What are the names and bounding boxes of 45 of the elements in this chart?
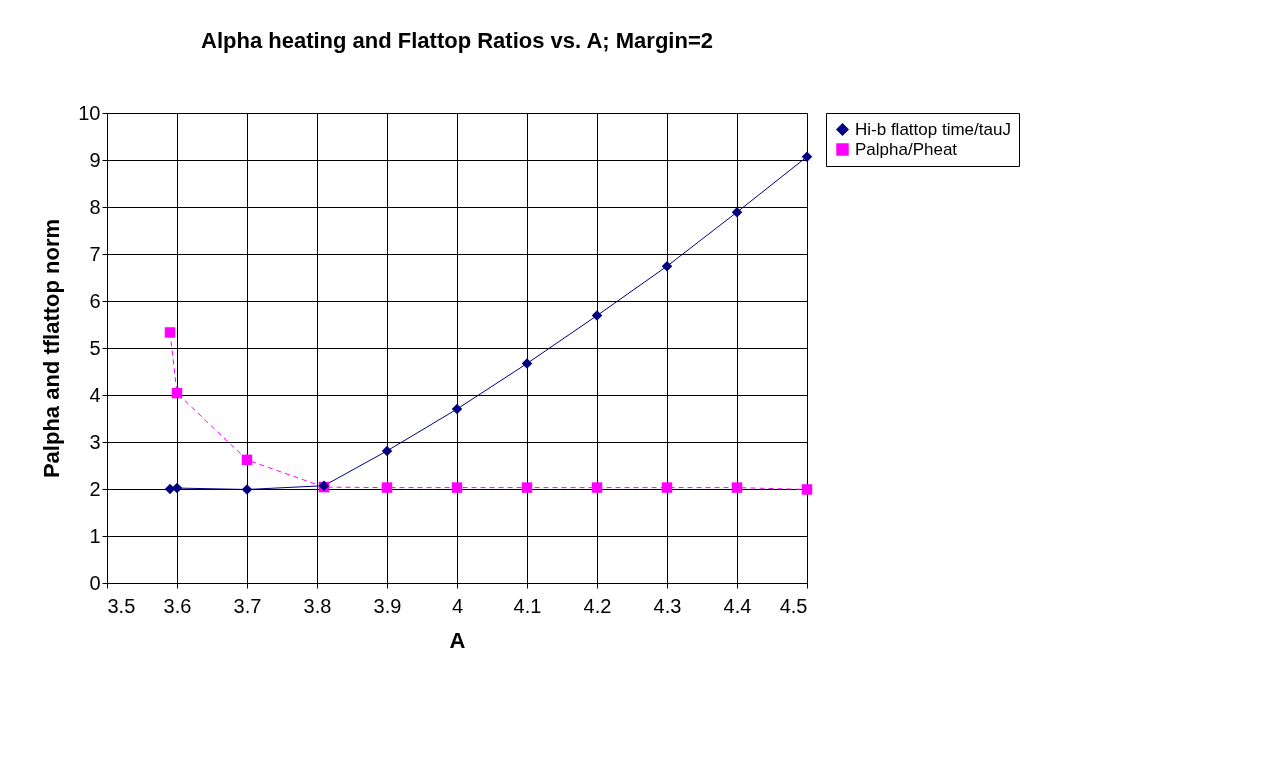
point — [381, 482, 393, 493]
x-tick-label: 4 — [451, 594, 464, 617]
point — [451, 482, 463, 493]
y-axis-title: Palpha and tflattop norm — [39, 218, 65, 479]
point — [801, 151, 813, 162]
y-tick-label: 8 — [89, 195, 101, 218]
x-tick-label: 4.3 — [653, 594, 682, 617]
y-tick-label: 7 — [89, 242, 101, 265]
point — [591, 310, 603, 321]
x-axis-title: A — [449, 627, 466, 653]
point — [164, 327, 176, 338]
x-tick-label: 4.2 — [583, 594, 612, 617]
chart-title: Alpha heating and Flattop Ratios vs. A; Margin=2 — [201, 28, 713, 53]
legend-label: Palpha/Pheat — [855, 139, 958, 159]
point — [521, 358, 533, 369]
x-tick-label: 3.6 — [163, 594, 192, 617]
x-tick-label: 3.5 — [107, 594, 136, 617]
x-tick-label: 4.1 — [513, 594, 542, 617]
y-tick-label: 2 — [89, 477, 101, 500]
point — [591, 482, 603, 493]
point — [731, 482, 743, 493]
y-tick-label: 9 — [89, 148, 101, 171]
point — [241, 454, 253, 466]
y-tick-label: 5 — [89, 336, 101, 359]
y-tick-label: 1 — [89, 524, 101, 547]
x-tick-label: 3.8 — [303, 594, 332, 617]
point — [241, 484, 253, 495]
point — [521, 482, 533, 493]
point — [661, 482, 673, 493]
y-tick-label: 3 — [89, 430, 101, 453]
point — [381, 445, 393, 457]
x-tick-label: 3.7 — [233, 594, 262, 617]
point — [661, 260, 673, 272]
point — [171, 387, 183, 399]
legend-label: Hi-b flattop time/tauJ — [855, 119, 1011, 139]
point — [801, 484, 813, 495]
y-tick-label: 10 — [78, 101, 101, 124]
y-tick-label: 4 — [89, 383, 101, 406]
y-tick-label: 0 — [89, 571, 101, 594]
point — [731, 206, 743, 218]
x-tick-label: 3.9 — [373, 594, 402, 617]
y-tick-label: 6 — [89, 289, 101, 312]
x-tick-label: 4.4 — [723, 594, 752, 617]
x-tick-label: 4.5 — [779, 594, 808, 617]
point — [451, 403, 463, 415]
